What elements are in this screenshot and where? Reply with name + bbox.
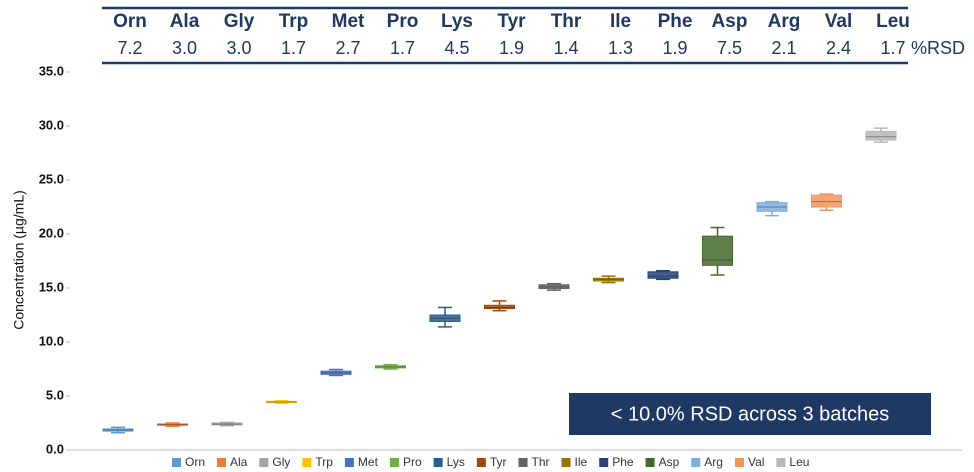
rsd-value: 3.0 xyxy=(172,38,197,58)
legend-swatch xyxy=(776,458,786,467)
legend-swatch xyxy=(433,458,443,467)
legend-swatch xyxy=(599,458,609,467)
legend-label: Arg xyxy=(704,455,723,469)
y-tick-label: 20.0 xyxy=(39,225,64,240)
header-name: Phe xyxy=(658,11,693,32)
legend-swatch xyxy=(302,458,312,467)
rsd-value: 2.4 xyxy=(826,38,851,58)
box xyxy=(320,370,352,375)
legend-label: Tyr xyxy=(490,455,507,469)
rsd-value: 1.9 xyxy=(499,38,524,58)
legend-swatch xyxy=(259,458,269,467)
legend-label: Phe xyxy=(612,455,634,469)
annotation: < 10.0% RSD across 3 batches xyxy=(611,403,889,425)
legend-label: Ala xyxy=(230,455,248,469)
legend-swatch xyxy=(389,458,399,467)
header-name: Orn xyxy=(113,11,147,32)
legend-swatch xyxy=(645,458,655,467)
box xyxy=(211,422,243,426)
rsd-value: 1.3 xyxy=(608,38,633,58)
header-name: Thr xyxy=(551,11,582,32)
rsd-value: 1.7 xyxy=(880,38,905,58)
rsd-value: 7.5 xyxy=(717,38,742,58)
legend-label: Lys xyxy=(447,455,465,469)
legend-label: Ile xyxy=(575,455,588,469)
legend-swatch xyxy=(561,458,571,467)
y-tick-label: 30.0 xyxy=(39,117,64,132)
y-tick-label: 5.0 xyxy=(46,387,64,402)
header-name: Lys xyxy=(441,11,473,32)
legend-swatch xyxy=(344,458,354,467)
box xyxy=(865,130,897,141)
header-name: Leu xyxy=(876,11,910,32)
box xyxy=(538,284,570,290)
header-name: Arg xyxy=(768,11,801,32)
header-name: Tyr xyxy=(497,11,526,32)
box xyxy=(756,202,788,212)
legend-swatch xyxy=(476,458,486,467)
rsd-value: 3.0 xyxy=(226,38,251,58)
legend-swatch xyxy=(734,458,744,467)
header-name: Asp xyxy=(712,11,748,32)
box xyxy=(702,235,733,266)
rsd-value: 7.2 xyxy=(117,38,142,58)
annotation-box xyxy=(569,393,931,435)
box xyxy=(429,314,461,322)
header-name: Met xyxy=(332,11,365,32)
header-name: Ala xyxy=(170,11,200,32)
legend-swatch xyxy=(172,458,181,467)
rsd-value: 1.4 xyxy=(553,38,578,58)
box xyxy=(157,423,188,426)
box xyxy=(102,428,134,432)
y-tick-label: 0.0 xyxy=(46,441,64,456)
rsd-value: 1.7 xyxy=(281,38,306,58)
box xyxy=(266,400,297,403)
y-tick-label: 10.0 xyxy=(39,333,64,348)
legend-label: Pro xyxy=(403,455,422,469)
header-name: Trp xyxy=(279,11,309,32)
header-name: Gly xyxy=(224,11,255,32)
legend-label: Leu xyxy=(789,455,809,469)
y-tick-label: 15.0 xyxy=(39,279,64,294)
legend-label: Val xyxy=(748,455,764,469)
box xyxy=(484,304,515,310)
header-name: Ile xyxy=(610,11,631,32)
y-tick-label: 35.0 xyxy=(39,63,64,78)
y-tick-label: 25.0 xyxy=(39,171,64,186)
legend-swatch xyxy=(691,458,701,467)
box xyxy=(811,194,842,208)
rsd-value: 2.1 xyxy=(771,38,796,58)
legend-label: Asp xyxy=(659,455,680,469)
legend-swatch xyxy=(518,458,528,467)
legend-label: Trp xyxy=(315,455,333,469)
legend-label: Orn xyxy=(185,455,205,469)
rsd-value: 2.7 xyxy=(335,38,360,58)
legend-swatch xyxy=(217,458,227,467)
legend-label: Gly xyxy=(272,455,290,469)
header-name: Val xyxy=(825,11,852,32)
header-name: Pro xyxy=(387,11,419,32)
rsd-value: 1.7 xyxy=(390,38,415,58)
legend-label: Thr xyxy=(532,455,550,469)
box xyxy=(375,365,406,369)
legend-label: Met xyxy=(358,455,379,469)
y-axis-label: Concentration (µg/mL) xyxy=(11,190,27,330)
box xyxy=(647,271,679,279)
rsd-value: 1.9 xyxy=(662,38,687,58)
box xyxy=(593,277,624,282)
rsd-label: %RSD xyxy=(911,38,965,58)
rsd-value: 4.5 xyxy=(444,38,469,58)
